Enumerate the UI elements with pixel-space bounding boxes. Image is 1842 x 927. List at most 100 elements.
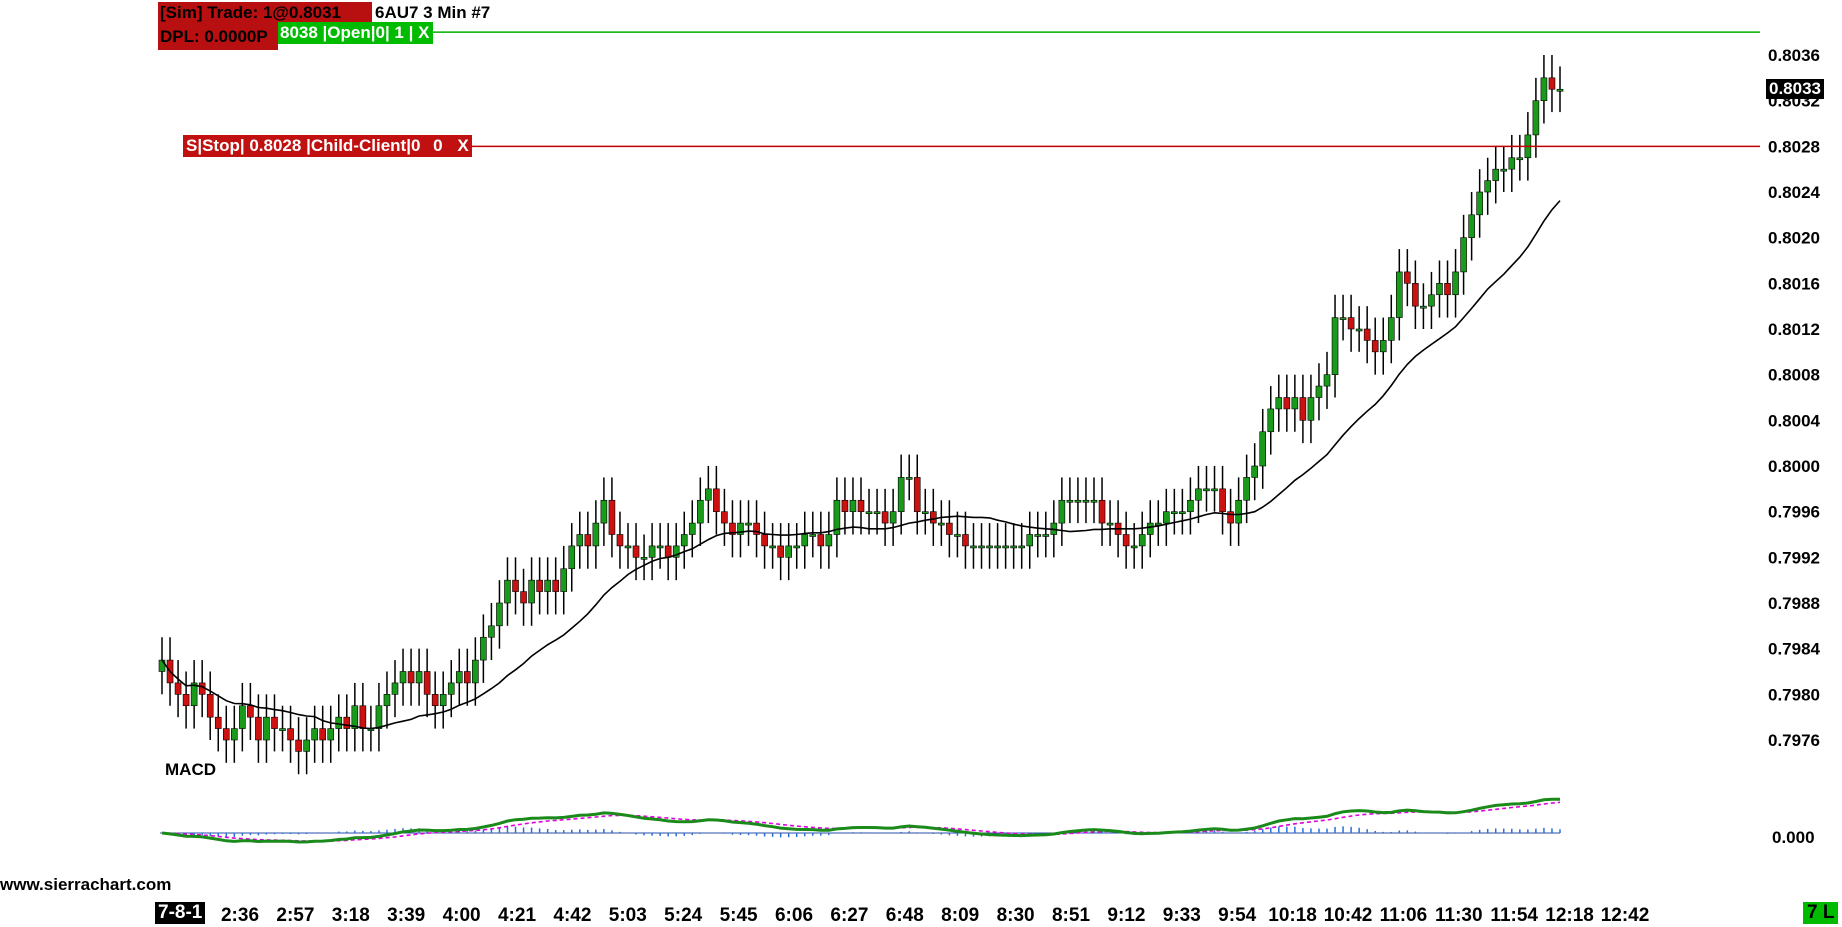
sim-trade-text: [Sim] Trade: 1@0.8031 [160,3,341,22]
candle-body [1259,431,1267,467]
candle-body [1331,317,1339,375]
candle-body [905,477,913,480]
candle-body [311,728,318,741]
candle [857,477,865,535]
candle [1436,260,1443,318]
candle [190,660,198,729]
candle-body [697,499,704,524]
candle-body [705,488,712,501]
candle [182,671,190,729]
candle [1106,500,1114,546]
candle [600,477,608,546]
candle [1379,317,1387,375]
candle-body [464,671,471,684]
candle [793,523,801,569]
candle-body [1508,157,1516,170]
target-order-tag[interactable]: 8038 |Open|0| 1 | X [278,22,434,44]
candle [1548,55,1556,113]
candle-body [994,545,1001,549]
candle [785,523,792,581]
candle [801,511,809,569]
candle-body [1492,168,1500,181]
candle [1243,454,1250,524]
time-axis[interactable]: 2:36 2:57 3:18 3:39 4:00 4:21 4:42 5:03 5:24 5:45… [221,905,1649,926]
candle [1259,408,1267,489]
candle-body [1396,271,1403,318]
candle [472,637,479,706]
candle [881,488,889,546]
candle-body [383,694,391,707]
time-tick-label: 6:27 [830,905,868,926]
candle-body [954,534,961,537]
candle [632,523,640,581]
candle [616,511,624,569]
candle-body [1540,77,1548,101]
time-tick-label: 6:06 [775,905,813,926]
candle [921,488,929,535]
stop-order-tag[interactable]: S|Stop| 0.8028 |Child-Client|0 0 X [183,135,472,157]
candle [1082,477,1090,524]
candle-body [560,568,568,592]
candle-body [1130,545,1138,549]
candle-body [913,477,921,512]
candle [688,500,696,558]
stop-order-label: S|Stop| 0.8028 |Child-Client|0 [186,136,421,155]
candle-body [1476,191,1483,216]
time-tick-label: 9:54 [1218,905,1256,926]
candle [713,466,720,535]
candle [295,717,302,775]
candle-body [648,545,656,558]
candle-body [1227,511,1234,524]
stop-order-cancel-button[interactable]: X [457,136,469,155]
price-axis[interactable]: 0.80360.80320.80280.80240.80200.80160.80… [1768,46,1821,750]
candle-body [881,511,889,524]
candle [1396,249,1403,341]
candle [576,511,584,569]
candle [447,660,455,718]
candle [271,694,278,752]
candle-body [1452,271,1459,296]
candle [206,671,214,740]
candle-body [1323,374,1331,387]
candle [592,500,600,569]
candle [1163,488,1170,546]
candle [544,557,551,615]
order-lines-group[interactable] [183,31,1760,148]
candle [439,671,447,729]
macd-label: MACD [165,760,216,779]
candle-body [1235,499,1242,524]
candle-body [1122,534,1130,547]
candle-body [809,534,817,537]
time-tick-label: 2:36 [221,905,259,926]
candle [697,477,704,546]
candle [335,694,343,752]
candle [488,603,495,661]
macd-line [161,797,1560,844]
candle [1420,283,1427,329]
price-tick-label: 0.7976 [1768,731,1820,750]
candle [1018,523,1025,569]
candle-body [391,682,399,695]
candle [946,500,953,558]
candle [1066,477,1074,524]
time-tick-label: 6:48 [886,905,924,926]
candle-body [1468,214,1475,238]
candle [415,648,423,706]
candle-body [1347,317,1355,330]
candle-body [576,534,584,547]
candle [1355,306,1363,352]
candle [214,694,222,752]
price-tick-label: 0.7992 [1768,548,1820,567]
candle [247,682,254,740]
candle [648,523,656,581]
candle-body [946,522,953,535]
candle-body [295,739,302,752]
candle [1195,466,1202,524]
candle-body [1138,534,1146,547]
candle [624,523,632,569]
candle [1556,66,1564,113]
candle [930,488,937,546]
candle-body [1146,522,1154,535]
candle-body [664,545,672,558]
